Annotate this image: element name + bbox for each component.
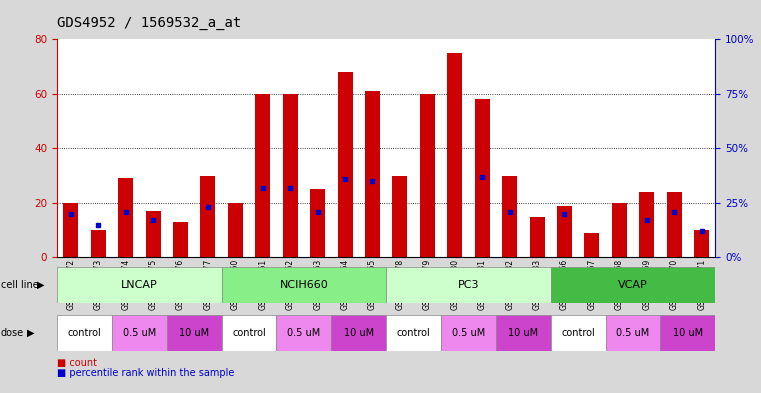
Text: dose: dose [1, 328, 24, 338]
Bar [584, 233, 600, 257]
Bar [91, 230, 106, 257]
Bar [386, 315, 441, 351]
Bar [441, 315, 496, 351]
Bar [639, 192, 654, 257]
Bar [447, 53, 463, 257]
Bar [112, 315, 167, 351]
Text: ■ percentile rank within the sample: ■ percentile rank within the sample [57, 369, 234, 378]
Text: NCIH660: NCIH660 [279, 280, 328, 290]
Bar [667, 192, 682, 257]
Text: control: control [232, 328, 266, 338]
Text: 10 uM: 10 uM [508, 328, 539, 338]
Bar [282, 94, 298, 257]
Bar [661, 315, 715, 351]
Text: ▶: ▶ [37, 280, 44, 290]
Bar [606, 315, 661, 351]
Bar [221, 267, 386, 303]
Text: control: control [396, 328, 431, 338]
Text: GDS4952 / 1569532_a_at: GDS4952 / 1569532_a_at [57, 16, 241, 30]
Bar [551, 315, 606, 351]
Text: 10 uM: 10 uM [344, 328, 374, 338]
Text: cell line: cell line [1, 280, 39, 290]
Text: ▶: ▶ [27, 328, 35, 338]
Text: 0.5 uM: 0.5 uM [452, 328, 485, 338]
Text: control: control [68, 328, 101, 338]
Text: control: control [562, 328, 595, 338]
Bar [331, 315, 386, 351]
Bar [386, 267, 551, 303]
Bar [63, 203, 78, 257]
Text: 0.5 uM: 0.5 uM [616, 328, 650, 338]
Text: 10 uM: 10 uM [179, 328, 209, 338]
Bar [338, 72, 352, 257]
Bar [393, 176, 407, 257]
Bar [167, 315, 221, 351]
Text: VCAP: VCAP [618, 280, 648, 290]
Bar [310, 189, 325, 257]
Text: 10 uM: 10 uM [673, 328, 703, 338]
Bar [530, 217, 545, 257]
Bar [694, 230, 709, 257]
Bar [557, 206, 572, 257]
Bar [173, 222, 188, 257]
Text: LNCAP: LNCAP [121, 280, 158, 290]
Bar [228, 203, 243, 257]
Bar [200, 176, 215, 257]
Bar [255, 94, 270, 257]
Bar [496, 315, 551, 351]
Text: 0.5 uM: 0.5 uM [288, 328, 320, 338]
Bar [365, 91, 380, 257]
Bar [57, 267, 221, 303]
Text: PC3: PC3 [457, 280, 479, 290]
Bar [551, 267, 715, 303]
Text: 0.5 uM: 0.5 uM [123, 328, 156, 338]
Text: ■ count: ■ count [57, 358, 97, 368]
Bar [276, 315, 331, 351]
Bar [221, 315, 276, 351]
Bar [475, 99, 490, 257]
Bar [502, 176, 517, 257]
Bar [612, 203, 627, 257]
Bar [118, 178, 133, 257]
Bar [145, 211, 161, 257]
Bar [57, 315, 112, 351]
Bar [420, 94, 435, 257]
